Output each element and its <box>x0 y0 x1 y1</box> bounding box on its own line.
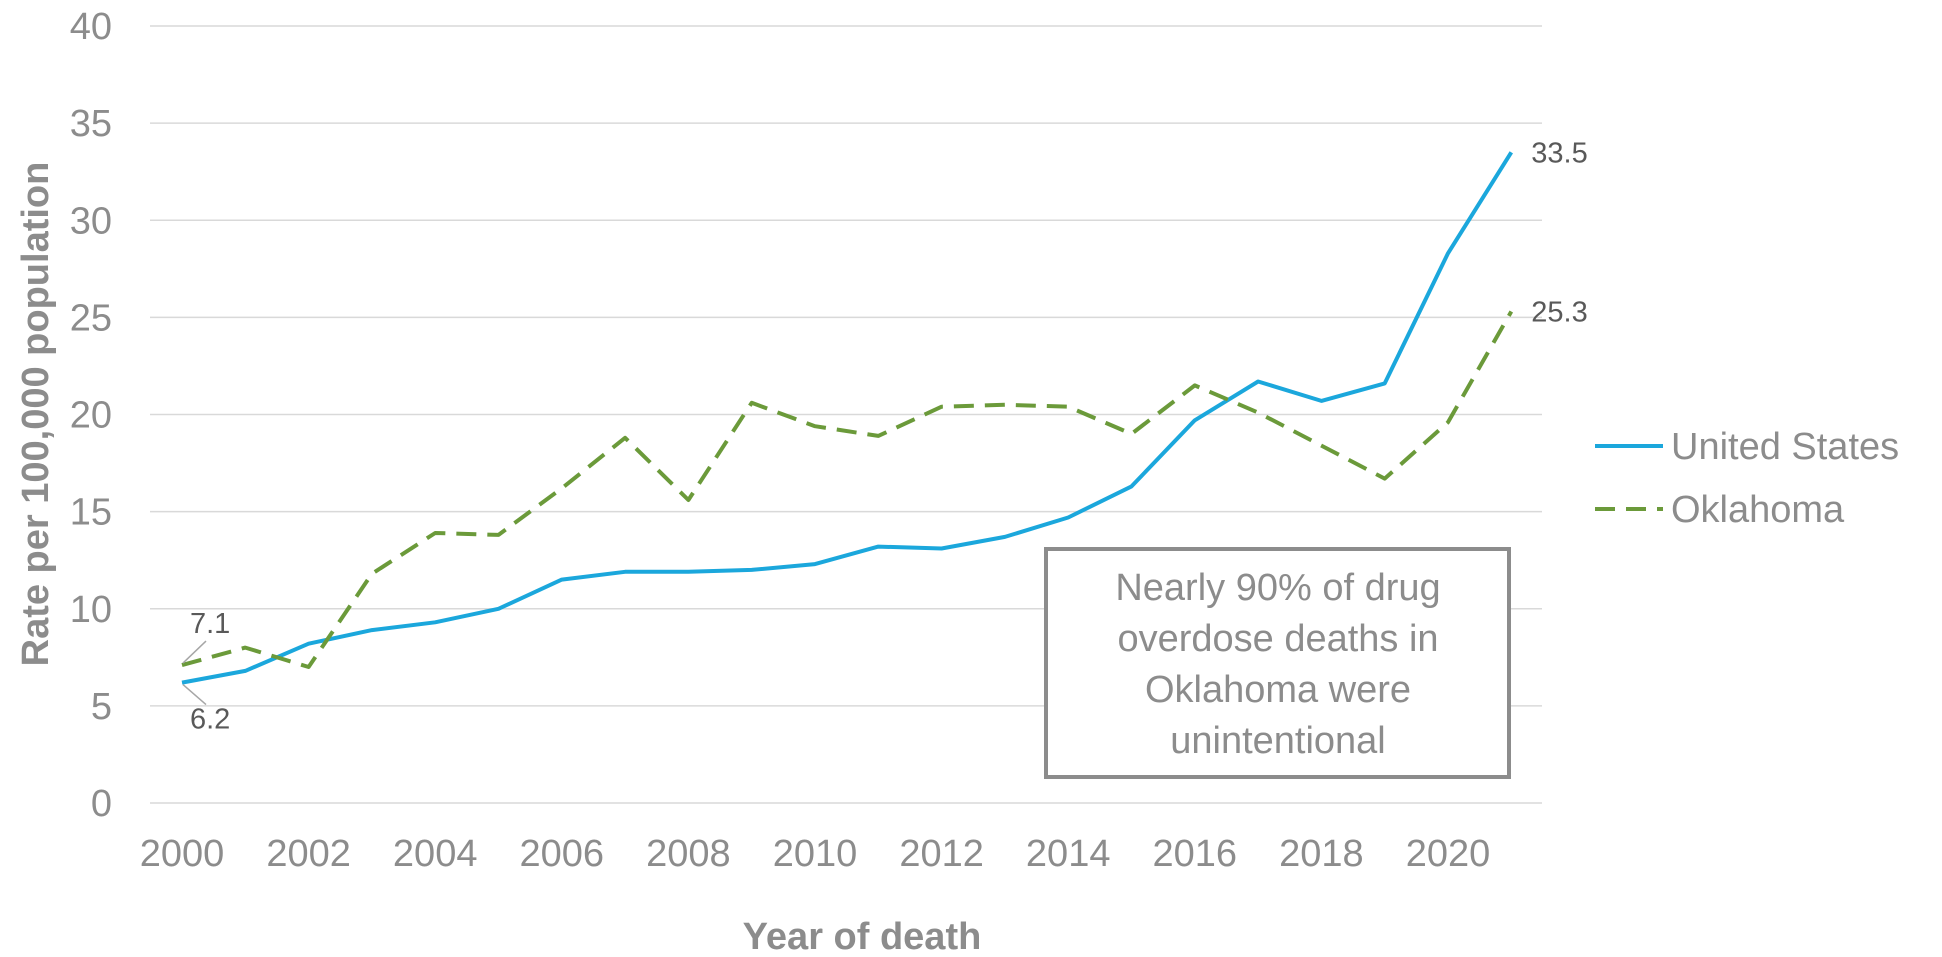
y-tick-label: 35 <box>70 103 112 145</box>
y-tick-label: 30 <box>70 200 112 242</box>
gridlines <box>150 25 1542 804</box>
y-tick-label: 15 <box>70 492 112 534</box>
annotation-line-4: unintentional <box>1170 720 1386 762</box>
annotation-frame <box>1044 547 1511 779</box>
data-label-leader <box>182 640 207 664</box>
data-label-leader <box>182 683 207 706</box>
x-tick-label: 2014 <box>1026 833 1111 875</box>
x-tick-label: 2002 <box>266 833 351 875</box>
annotation-box: Nearly 90% of drug overdose deaths in Ok… <box>1044 547 1511 779</box>
y-axis-ticks: 0 5 10 15 20 25 30 35 40 <box>70 6 112 825</box>
series-lines <box>181 151 1514 685</box>
series-line-oklahoma <box>181 310 1514 669</box>
legend: United States Oklahoma <box>1595 426 1899 531</box>
x-tick-label: 2012 <box>899 833 984 875</box>
data-label: 6.2 <box>190 704 230 736</box>
x-tick-label: 2010 <box>773 833 858 875</box>
x-tick-label: 2006 <box>520 833 605 875</box>
x-tick-label: 2020 <box>1406 833 1491 875</box>
data-label: 25.3 <box>1531 297 1587 329</box>
y-tick-label: 10 <box>70 589 112 631</box>
data-label: 33.5 <box>1531 137 1587 169</box>
legend-label: United States <box>1671 426 1899 468</box>
x-tick-label: 2008 <box>646 833 731 875</box>
x-axis-title: Year of death <box>743 916 982 957</box>
y-tick-label: 25 <box>70 297 112 339</box>
x-axis-ticks: 2000 2002 2004 2006 2008 2010 2012 2014 2016 2018… <box>140 833 1491 875</box>
annotation-line-2: overdose deaths in <box>1117 618 1438 660</box>
series-line-united-states <box>181 151 1513 685</box>
y-tick-label: 5 <box>91 686 112 728</box>
x-tick-label: 2000 <box>140 833 225 875</box>
x-tick-label: 2016 <box>1153 833 1238 875</box>
y-tick-label: 40 <box>70 6 112 48</box>
data-labels: 6.2 7.1 33.5 25.3 <box>182 137 1588 736</box>
x-tick-label: 2004 <box>393 833 478 875</box>
x-tick-label: 2018 <box>1279 833 1364 875</box>
annotation-line-3: Oklahoma were <box>1145 669 1411 711</box>
y-tick-label: 0 <box>91 783 112 825</box>
legend-label: Oklahoma <box>1671 489 1845 531</box>
data-label: 7.1 <box>190 608 230 640</box>
annotation-line-1: Nearly 90% of drug <box>1115 567 1440 609</box>
y-tick-label: 20 <box>70 395 112 437</box>
y-axis-title: Rate per 100,000 population <box>15 162 57 667</box>
